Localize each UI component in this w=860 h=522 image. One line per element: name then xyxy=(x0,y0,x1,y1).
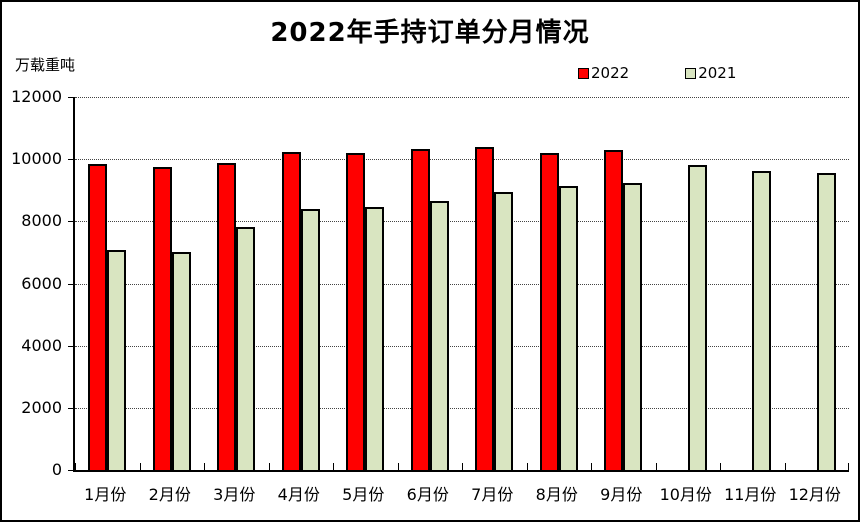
bar-2022-9月份 xyxy=(604,150,624,470)
x-tick-label: 9月份 xyxy=(600,485,643,504)
x-axis-tick xyxy=(526,463,528,470)
y-axis-tick xyxy=(68,470,73,471)
bar-2021-12月份 xyxy=(816,173,836,470)
bar-2022-3月份 xyxy=(217,163,237,470)
gridline xyxy=(75,345,849,347)
bar-2022-4月份 xyxy=(281,152,301,470)
x-tick-label: 12月份 xyxy=(788,485,841,504)
gridline xyxy=(75,283,849,285)
gridline xyxy=(75,221,849,223)
x-axis-tick xyxy=(204,463,205,470)
x-axis-tick xyxy=(462,463,463,470)
x-tick-label: 4月份 xyxy=(277,485,320,504)
gridline xyxy=(75,159,849,161)
bar-2022-5月份 xyxy=(346,153,366,470)
y-tick-label: 4000 xyxy=(21,335,62,355)
y-axis-tick xyxy=(68,159,73,161)
legend-swatch-2022 xyxy=(578,67,589,79)
x-tick-label: 11月份 xyxy=(724,485,777,504)
x-tick-label: 3月份 xyxy=(213,485,256,504)
bar-2021-10月份 xyxy=(687,165,707,470)
x-axis-tick xyxy=(139,463,141,470)
y-tick-label: 8000 xyxy=(21,211,62,231)
x-axis-tick xyxy=(655,463,657,470)
x-axis-tick xyxy=(75,463,76,470)
x-tick-label: 6月份 xyxy=(406,485,449,504)
bar-2021-4月份 xyxy=(300,209,320,470)
bar-2021-11月份 xyxy=(752,171,772,470)
x-tick-label: 7月份 xyxy=(471,485,514,504)
bar-2022-7月份 xyxy=(475,147,495,470)
bar-2021-1月份 xyxy=(107,250,127,470)
y-axis-tick xyxy=(68,97,73,98)
y-tick-label: 10000 xyxy=(11,149,62,169)
y-tick-label: 2000 xyxy=(21,397,62,417)
x-tick-label: 10月份 xyxy=(659,485,712,504)
y-axis-tick xyxy=(68,221,73,223)
bar-2021-3月份 xyxy=(236,227,256,470)
y-axis-tick xyxy=(68,283,73,285)
x-axis-tick xyxy=(848,463,849,470)
plot-area xyxy=(68,97,849,472)
y-axis-unit-label: 万载重吨 xyxy=(15,56,76,74)
bar-2021-9月份 xyxy=(623,183,643,470)
x-axis-tick xyxy=(591,463,592,470)
y-axis-tick xyxy=(68,345,73,347)
bar-2021-8月份 xyxy=(558,186,578,470)
y-axis-tick xyxy=(68,407,73,409)
legend: 2022 2021 xyxy=(578,64,736,82)
bar-2021-5月份 xyxy=(365,207,385,470)
bar-2021-2月份 xyxy=(171,252,191,470)
bar-2022-2月份 xyxy=(152,167,172,470)
bar-2022-8月份 xyxy=(539,153,559,470)
legend-swatch-2021 xyxy=(685,67,697,79)
bar-2021-7月份 xyxy=(494,192,514,470)
x-axis-tick xyxy=(333,463,334,470)
bar-2021-6月份 xyxy=(429,201,449,470)
x-tick-label: 5月份 xyxy=(342,485,385,504)
x-tick-label: 8月份 xyxy=(535,485,578,504)
gridline xyxy=(75,407,849,409)
bar-2022-1月份 xyxy=(88,164,108,470)
x-axis-tick xyxy=(397,463,399,470)
chart-title: 2022年手持订单分月情况 xyxy=(270,18,590,48)
x-axis-tick xyxy=(720,463,721,470)
x-axis-tick xyxy=(268,463,270,470)
bar-2022-6月份 xyxy=(410,149,430,470)
x-tick-label: 1月份 xyxy=(84,485,127,504)
y-tick-label: 0 xyxy=(51,460,62,479)
legend-label-2022: 2022 xyxy=(591,64,630,82)
legend-item-2022: 2022 xyxy=(578,64,629,82)
legend-item-2021: 2021 xyxy=(685,64,736,82)
legend-label-2021: 2021 xyxy=(698,64,737,82)
y-tick-label: 6000 xyxy=(21,273,62,293)
x-tick-label: 2月份 xyxy=(148,485,191,504)
gridline xyxy=(75,97,849,98)
x-axis-tick xyxy=(784,463,786,470)
y-tick-label: 12000 xyxy=(11,87,62,106)
